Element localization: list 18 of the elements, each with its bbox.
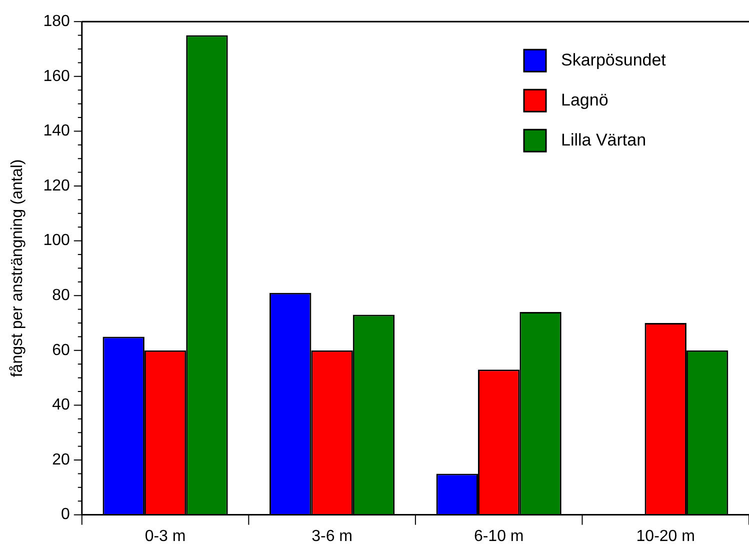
x-tick-label: 10-20 m (636, 528, 695, 545)
y-tick-label: 80 (52, 287, 70, 304)
y-tick-label: 100 (43, 232, 70, 250)
y-tick-label: 40 (52, 396, 70, 414)
y-tick-label: 120 (43, 177, 70, 194)
y-tick-label: 20 (52, 451, 70, 468)
y-tick-label: 160 (43, 68, 70, 85)
legend-label: Lagnö (561, 90, 608, 110)
y-tick-label: 180 (43, 13, 70, 30)
y-tick-label: 60 (52, 342, 70, 359)
x-tick-label: 6-10 m (474, 528, 524, 545)
y-tick-label: 140 (43, 122, 70, 140)
x-tick-label: 0-3 m (144, 528, 186, 545)
x-tick-label: 3-6 m (312, 528, 353, 545)
legend-label: Skarpösundet (561, 50, 666, 70)
y-axis-title: fångst per ansträngning (antal) (9, 159, 26, 378)
y-tick-label: 0 (60, 506, 70, 524)
legend-label: Lilla Värtan (561, 130, 646, 150)
